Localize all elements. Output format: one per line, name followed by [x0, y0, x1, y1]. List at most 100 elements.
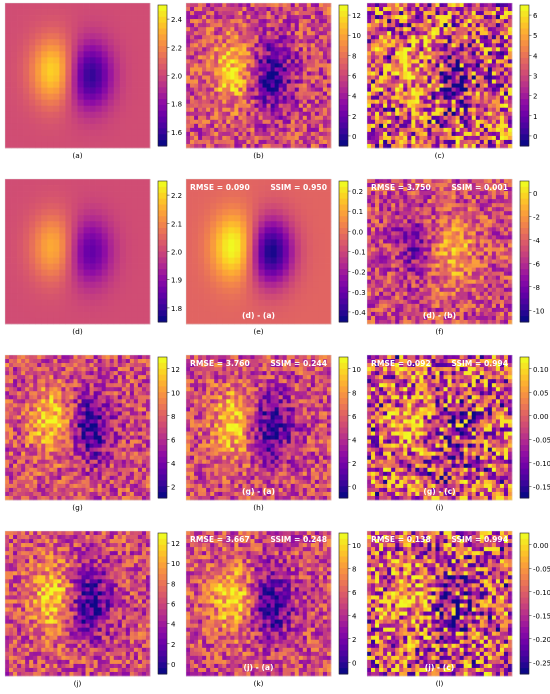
heatmap-cell [399, 31, 403, 35]
heatmap-cell [238, 132, 242, 136]
heatmap-cell [283, 67, 287, 71]
heatmap-cell [375, 132, 379, 136]
heatmap-cell [120, 39, 126, 45]
heatmap-cell [267, 27, 271, 31]
heatmap-cell [120, 112, 126, 118]
heatmap-cell [504, 35, 508, 39]
heatmap-cell [301, 318, 307, 324]
heatmap-cell [399, 199, 403, 203]
heatmap-cell [325, 264, 331, 270]
heatmap-cell [120, 318, 126, 324]
heatmap-cell [303, 96, 307, 100]
heatmap-cell [411, 7, 415, 11]
heatmap-cell [313, 264, 319, 270]
heatmap-cell [431, 23, 435, 27]
heatmap-cell [301, 197, 307, 203]
colorbar-tick-label: 0.0 [352, 228, 363, 236]
heatmap-cell [323, 39, 327, 43]
heatmap-cell [472, 104, 476, 108]
heatmap-cell [431, 187, 435, 191]
heatmap-cell [427, 92, 431, 96]
heatmap-cell [267, 7, 271, 11]
heatmap-cell [5, 270, 11, 276]
heatmap-cell [96, 118, 102, 124]
heatmap-cell [71, 215, 77, 221]
heatmap-cell [132, 69, 138, 75]
heatmap-cell [90, 136, 96, 142]
heatmap-cell [367, 116, 371, 120]
heatmap-cell [464, 55, 468, 59]
heatmap-cell [307, 76, 311, 80]
colorbar: 0.20.10.0-0.1-0.2-0.3-0.4 [339, 181, 366, 323]
heatmap-cell [138, 76, 144, 82]
heatmap-cell [299, 35, 303, 39]
heatmap-cell [492, 124, 496, 128]
heatmap-cell [53, 63, 59, 69]
heatmap-cell [283, 300, 289, 306]
heatmap-cell [295, 264, 301, 270]
heatmap-cell [307, 252, 313, 258]
heatmap-cell [218, 11, 222, 15]
heatmap-cell [250, 47, 254, 51]
heatmap-cell [138, 203, 144, 209]
heatmap-cell [403, 63, 407, 67]
heatmap-cell [295, 239, 301, 245]
heatmap-cell [242, 63, 246, 67]
heatmap-cell [114, 215, 120, 221]
heatmap-cell [216, 245, 222, 251]
heatmap-cell [303, 47, 307, 51]
heatmap-cell [234, 92, 238, 96]
heatmap-cell [41, 209, 47, 215]
heatmap-cell [218, 7, 222, 11]
heatmap-cell [234, 11, 238, 15]
heatmap-cell [460, 144, 464, 148]
heatmap-cell [379, 219, 383, 223]
colorbar-segment [158, 23, 167, 29]
heatmap-cell [289, 227, 295, 233]
heatmap-cell [11, 51, 17, 57]
heatmap-cell [90, 94, 96, 100]
heatmap-cell [500, 128, 504, 132]
heatmap-cell [492, 11, 496, 15]
heatmap-cell [23, 294, 29, 300]
colorbar-segment [520, 93, 529, 99]
heatmap-cell [444, 27, 448, 31]
heatmap-cell [240, 252, 246, 258]
heatmap-cell [379, 203, 383, 207]
heatmap-cell [84, 21, 90, 27]
heatmap-cell [492, 219, 496, 223]
heatmap-cell [267, 100, 271, 104]
heatmap-cell [375, 76, 379, 80]
heatmap-cell [47, 69, 53, 75]
heatmap-cell [277, 264, 283, 270]
heatmap-cell [5, 142, 11, 148]
heatmap-cell [206, 112, 210, 116]
heatmap-cell [254, 35, 258, 39]
heatmap-cell [108, 51, 114, 57]
heatmap-cell [65, 179, 71, 185]
heatmap-cell [120, 233, 126, 239]
heatmap-cell [71, 282, 77, 288]
heatmap-cell [204, 203, 210, 209]
heatmap-cell [299, 71, 303, 75]
heatmap-cell [84, 3, 90, 9]
heatmap-cell [78, 258, 84, 264]
heatmap-cell [448, 227, 452, 231]
heatmap-cell [138, 215, 144, 221]
heatmap-cell [399, 3, 403, 7]
heatmap-cell [202, 35, 206, 39]
heatmap-cell [448, 203, 452, 207]
heatmap-cell [254, 80, 258, 84]
heatmap-cell [460, 211, 464, 215]
heatmap-cell [222, 300, 228, 306]
heatmap-cell [456, 3, 460, 7]
heatmap-cell [301, 191, 307, 197]
heatmap-cell [238, 104, 242, 108]
heatmap-cell [289, 294, 295, 300]
heatmap-cell [206, 55, 210, 59]
colorbar-tick-label: 1.8 [171, 101, 182, 109]
heatmap-cell [379, 124, 383, 128]
heatmap-cell [407, 199, 411, 203]
heatmap-cell [403, 215, 407, 219]
heatmap-cell [271, 264, 277, 270]
